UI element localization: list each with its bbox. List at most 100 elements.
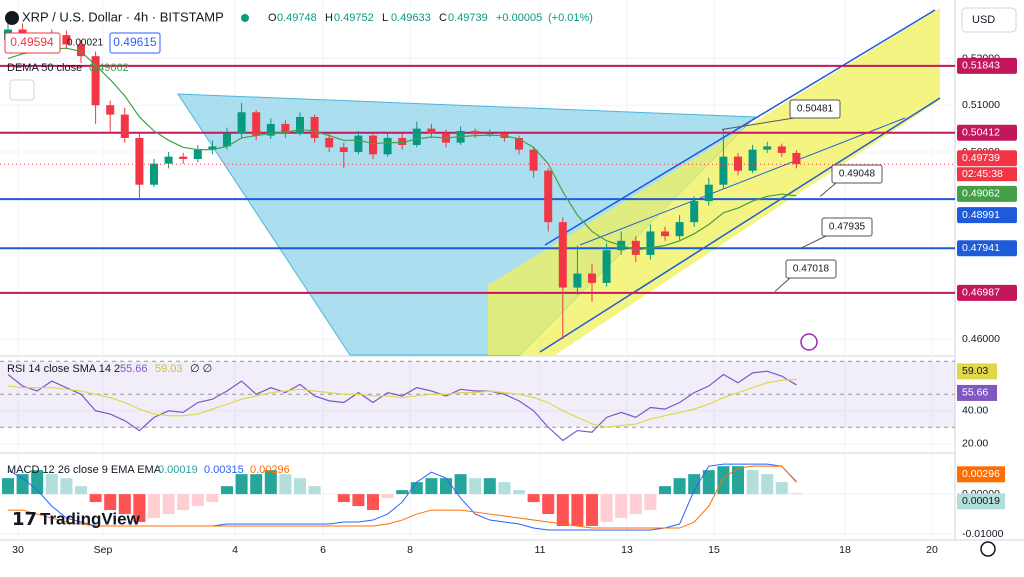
candle-body (748, 149, 757, 171)
x-tick-label: 11 (535, 544, 546, 556)
candle-body (62, 35, 71, 45)
candle-body (412, 128, 421, 145)
ohlc-key: C (439, 12, 447, 24)
channel-upper (544, 9, 936, 246)
macd-bar (556, 494, 569, 527)
callout-label: 0.49048 (839, 169, 876, 180)
x-tick-label: 18 (839, 544, 851, 556)
event-icon[interactable] (800, 333, 818, 351)
level-label: 0.48991 (962, 209, 1000, 221)
macd-bar (148, 494, 160, 519)
buy-button[interactable] (109, 32, 161, 54)
macd-bar (294, 478, 306, 495)
rsi-badge (957, 363, 997, 380)
candle-body (135, 137, 144, 185)
callout-pointer (774, 277, 791, 292)
candle-body (77, 44, 85, 57)
candle-body (471, 130, 480, 135)
last-price: 0.49739 (962, 152, 1000, 164)
bid-price[interactable]: 0.49594 (10, 35, 54, 49)
settings-button[interactable] (980, 541, 996, 557)
x-tick-label: 6 (320, 544, 326, 556)
x-tick-label: 30 (12, 544, 24, 556)
macd-bar (732, 466, 744, 495)
candle-body (719, 156, 728, 185)
macd-bar (410, 482, 423, 495)
macd-bar (440, 478, 452, 495)
candle-body (150, 163, 158, 185)
candle-body (792, 152, 801, 165)
candle-body (281, 123, 290, 134)
candle-body (369, 135, 377, 155)
symbol-title: XRP / U.S. Dollar · 4h · BITSTAMP (22, 9, 224, 24)
candle-body (515, 137, 523, 150)
macd-bar (60, 478, 73, 495)
level-label-badge (957, 124, 1017, 141)
candle-body (763, 146, 772, 150)
indicator-line (7, 47, 797, 251)
candle-body (252, 112, 261, 136)
candle-body (588, 273, 596, 283)
level-label: 0.47941 (962, 242, 1000, 254)
macd-bar (790, 493, 803, 495)
plot: 0.50481 0.49048 0.47935 0.47018 (0, 18, 955, 531)
countdown: 02:45:38 (962, 168, 1003, 180)
candle-body (704, 184, 713, 202)
macd-bar (673, 478, 686, 495)
channel-middle (579, 117, 906, 246)
candle-body (354, 135, 363, 152)
macd-axis-value: 0.00296 (962, 468, 1000, 480)
candle-body (383, 137, 392, 155)
rsi-axis-value: 59.03 (962, 365, 988, 377)
level-label-badge (957, 284, 1017, 301)
macd-bar (571, 494, 584, 527)
macd-bar (104, 494, 117, 511)
macd-bar (118, 494, 131, 515)
candle-body (91, 56, 100, 106)
currency-button[interactable] (961, 7, 1017, 33)
candle-body (485, 133, 494, 135)
macd-bar (250, 474, 263, 495)
channel-drawing (488, 8, 940, 355)
spread: 0.00021 (67, 38, 104, 49)
macd-bar (45, 474, 58, 495)
callout-box (785, 259, 837, 279)
macd-bar (279, 474, 292, 495)
macd-bar (483, 478, 496, 495)
macd-bar (717, 466, 730, 495)
change-pct: (+0.01%) (548, 12, 593, 24)
candle-body (675, 222, 684, 237)
candle-body (106, 105, 115, 115)
candle-body (398, 137, 407, 145)
level-label-badge (957, 207, 1017, 224)
level-label: 0.46987 (962, 287, 1000, 299)
candle-body (325, 137, 334, 148)
macd-bar (264, 470, 277, 495)
macd-bar (615, 494, 628, 519)
rsi-badge (957, 384, 997, 401)
x-tick-label: Sep (94, 544, 113, 556)
macd-bar (162, 494, 175, 515)
ohlc-key: L (382, 12, 388, 24)
candle-body (602, 250, 611, 283)
ohlc-value: 0.49748 (277, 12, 317, 24)
candle-body (631, 240, 640, 255)
macd-bar (221, 486, 233, 495)
rsi-title: RSI 14 close SMA 14 2 (7, 363, 120, 375)
ohlc-legend: O 0.49748 H 0.49752 L 0.49633 C 0.49739 +0.00005… (268, 12, 593, 24)
ask-price[interactable]: 0.49615 (113, 35, 157, 49)
indicator-line (7, 370, 797, 442)
macd-bar (235, 474, 248, 495)
y-tick-label: -0.01000 (962, 528, 1004, 540)
candle-body (661, 231, 669, 237)
level-label-badge (957, 240, 1017, 257)
market-status (241, 14, 249, 22)
level-label-badge (957, 57, 1017, 74)
candle-body (777, 146, 786, 153)
collapse-legend[interactable] (9, 79, 35, 101)
macd-bar (396, 490, 409, 495)
macd-bar (761, 474, 774, 495)
macd-bar (586, 494, 598, 527)
sell-button[interactable] (4, 32, 61, 54)
